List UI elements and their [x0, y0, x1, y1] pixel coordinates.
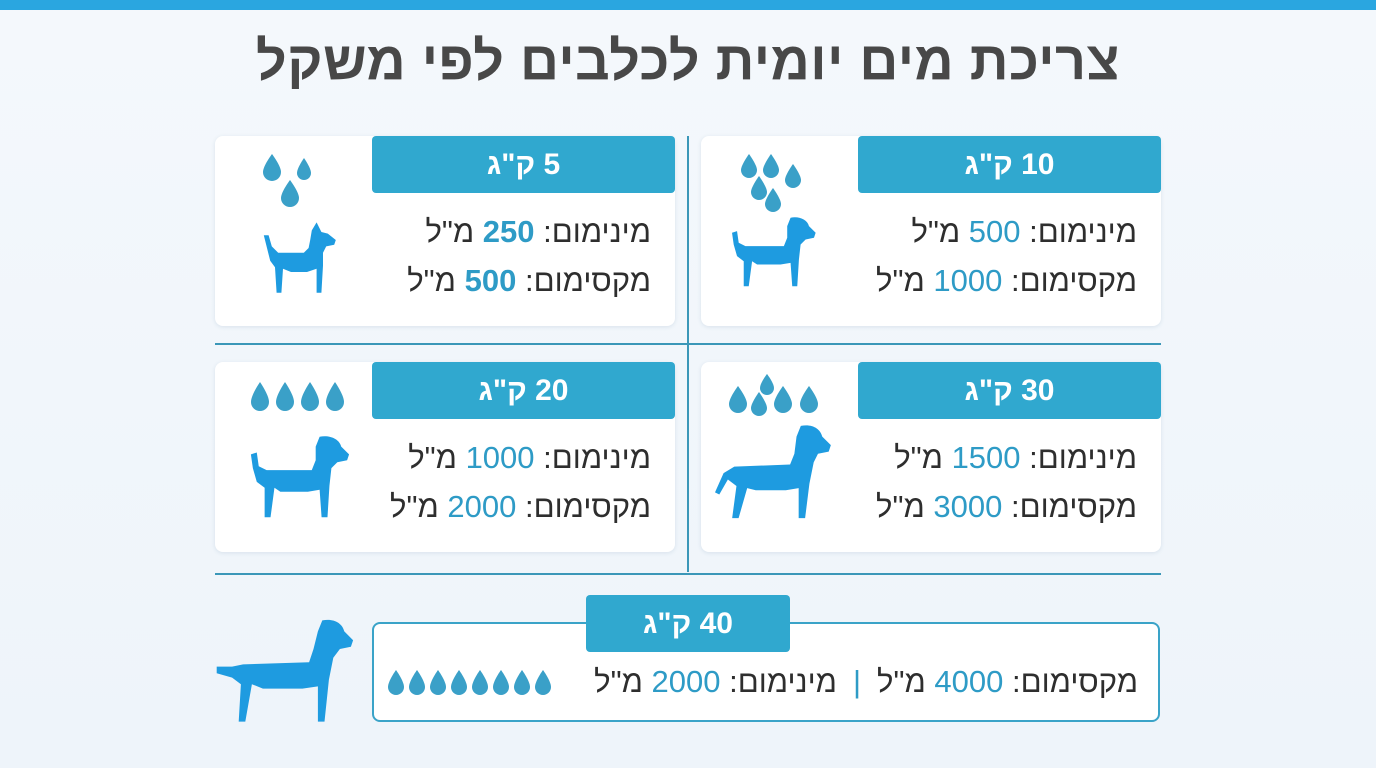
water-drop-icon — [388, 670, 404, 695]
min-value: 2000 — [651, 664, 721, 699]
unit: מ"ל — [594, 664, 643, 699]
water-drop-icon — [276, 382, 294, 411]
max-value: 500 — [464, 263, 517, 298]
max-value: 1000 — [933, 263, 1003, 298]
page-title: צריכת מים יומית לכלבים לפי משקל — [255, 31, 1121, 91]
min-value: 1000 — [465, 440, 535, 475]
water-drop-icon — [765, 188, 781, 212]
card-20kg: 20 ק"ג מינימום: 1000 מ"ל מקסימום: 2000 מ… — [215, 362, 675, 552]
water-drop-icon — [493, 670, 509, 695]
unit: מ"ל — [390, 489, 439, 524]
water-drop-icon — [430, 670, 446, 695]
unit: מ"ל — [425, 214, 475, 249]
water-drop-icon — [763, 154, 779, 178]
max-value: 3000 — [933, 489, 1003, 524]
max-line: מקסימום: 1000 מ"ל — [876, 263, 1137, 299]
water-drop-icon — [741, 154, 757, 178]
min-line: מינימום: 250 מ"ל — [425, 214, 651, 250]
min-label: מינימום: — [1029, 214, 1137, 249]
water-drop-icon — [297, 158, 311, 180]
dog-silhouette-icon — [250, 436, 350, 518]
water-drop-icon — [729, 386, 747, 413]
max-label: מקסימום: — [524, 489, 651, 524]
dog-silhouette-icon — [715, 425, 831, 519]
water-drop-icon — [760, 374, 774, 395]
water-drop-icon — [751, 176, 767, 200]
min-label: מינימום: — [543, 440, 651, 475]
water-drops-icon — [263, 154, 311, 207]
unit: מ"ל — [911, 214, 961, 249]
min-line: מינימום: 1000 מ"ל — [408, 440, 651, 476]
max-label: מקסימום: — [1010, 489, 1137, 524]
water-drop-icon — [301, 382, 319, 411]
water-drop-icon — [281, 180, 299, 207]
water-drop-icon — [774, 386, 792, 413]
horizontal-divider-2 — [215, 573, 1161, 575]
card-5kg: 5 ק"ג מינימום: 250 מ"ל מקסימום: 500 מ"ל — [215, 136, 675, 326]
dog-silhouette-icon — [216, 619, 354, 722]
max-value: 4000 — [934, 664, 1004, 699]
weight-label: 20 ק"ג — [372, 362, 675, 419]
water-drop-icon — [785, 164, 801, 188]
weight-label: 30 ק"ג — [858, 362, 1161, 419]
water-drop-icon — [472, 670, 488, 695]
unit: מ"ל — [407, 263, 456, 298]
max-label: מקסימום: — [524, 263, 651, 298]
weight-label: 10 ק"ג — [858, 136, 1161, 193]
water-drop-icon — [263, 154, 281, 181]
card-30kg: 30 ק"ג מינימום: 1500 מ"ל מקסימום: 3000 מ… — [701, 362, 1161, 552]
horizontal-divider-1 — [215, 343, 1161, 345]
min-value: 500 — [968, 214, 1021, 249]
range-line: מקסימום: 4000 מ"ל | מינימום: 2000 מ"ל — [594, 664, 1138, 700]
min-value: 1500 — [951, 440, 1021, 475]
unit: מ"ל — [894, 440, 943, 475]
min-line: מינימום: 500 מ"ל — [911, 214, 1137, 250]
max-label: מקסימום: — [1010, 263, 1137, 298]
min-line: מינימום: 1500 מ"ל — [894, 440, 1137, 476]
max-label: מקסימום: — [1011, 664, 1138, 699]
water-drops-icon — [388, 670, 551, 695]
water-drops-icon — [729, 374, 818, 416]
top-accent-bar — [0, 0, 1376, 10]
unit: מ"ל — [408, 440, 457, 475]
card-10kg: 10 ק"ג מינימום: 500 מ"ל מקסימום: 1000 מ"… — [701, 136, 1161, 326]
water-drops-icon — [741, 154, 801, 212]
min-label: מינימום: — [543, 214, 651, 249]
weight-label-40kg: 40 ק"ג — [586, 595, 790, 652]
water-drop-icon — [514, 670, 530, 695]
separator: | — [852, 664, 862, 699]
water-drop-icon — [451, 670, 467, 695]
min-label: מינימום: — [1029, 440, 1137, 475]
water-drop-icon — [251, 382, 269, 411]
max-line: מקסימום: 3000 מ"ל — [876, 489, 1137, 525]
min-value: 250 — [482, 214, 535, 249]
water-drops-icon — [251, 382, 344, 411]
water-drop-icon — [326, 382, 344, 411]
water-drop-icon — [535, 670, 551, 695]
water-drop-icon — [800, 386, 818, 413]
vertical-divider — [687, 136, 689, 572]
water-drop-icon — [751, 392, 767, 416]
unit: מ"ל — [877, 664, 926, 699]
max-line: מקסימום: 2000 מ"ל — [390, 489, 651, 525]
weight-label: 5 ק"ג — [372, 136, 675, 193]
unit: מ"ל — [876, 263, 925, 298]
max-line: מקסימום: 500 מ"ל — [407, 263, 651, 299]
dog-silhouette-icon — [263, 222, 336, 293]
dog-silhouette-icon — [732, 217, 816, 287]
min-label: מינימום: — [729, 664, 837, 699]
max-value: 2000 — [447, 489, 517, 524]
water-drop-icon — [409, 670, 425, 695]
unit: מ"ל — [876, 489, 925, 524]
